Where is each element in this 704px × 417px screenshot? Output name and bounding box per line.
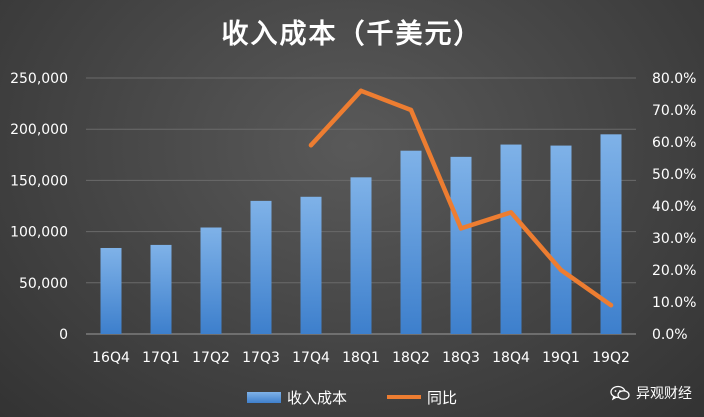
- right-axis-tick-label: 20.0%: [652, 263, 696, 279]
- x-axis-tick-label: 17Q3: [242, 350, 280, 366]
- right-axis-tick-label: 60.0%: [652, 135, 696, 151]
- right-axis-tick-label: 70.0%: [652, 103, 696, 119]
- left-axis-tick-label: 250,000: [10, 71, 68, 87]
- line-point: [358, 88, 364, 94]
- x-axis-tick-label: 19Q2: [592, 350, 630, 366]
- right-axis-tick-label: 50.0%: [652, 167, 696, 183]
- bar: [100, 247, 122, 334]
- legend-label-line: 同比: [427, 388, 458, 407]
- chart-legend: 收入成本 同比: [0, 385, 704, 409]
- left-axis-tick-label: 0: [59, 327, 68, 343]
- bar: [550, 145, 572, 334]
- legend-swatch-line: [387, 395, 421, 399]
- bar: [400, 150, 422, 334]
- legend-item-line[interactable]: 同比: [387, 387, 457, 408]
- bar: [200, 227, 222, 334]
- bar: [450, 156, 472, 334]
- x-axis-tick-label: 17Q4: [292, 350, 330, 366]
- line-point: [408, 107, 414, 113]
- x-axis-tick-label: 17Q1: [142, 350, 180, 366]
- x-axis-tick-label: 16Q4: [92, 350, 130, 366]
- line-point: [308, 143, 314, 148]
- right-axis-tick-label: 80.0%: [652, 71, 696, 87]
- x-axis-tick-label: 17Q2: [192, 350, 230, 366]
- left-axis-tick-label: 100,000: [10, 225, 68, 241]
- bar: [150, 244, 172, 334]
- bar: [300, 196, 322, 334]
- legend-label-bar: 收入成本: [286, 388, 347, 407]
- bar: [500, 144, 522, 334]
- bar: [250, 200, 272, 334]
- right-axis-tick-label: 30.0%: [652, 231, 696, 247]
- legend-swatch-bar: [246, 391, 281, 403]
- watermark-text: 异观财经: [636, 386, 692, 402]
- watermark: 异观财经: [610, 383, 692, 403]
- line-point: [558, 267, 564, 273]
- line-point: [458, 226, 464, 231]
- left-axis-tick-label: 50,000: [19, 276, 68, 292]
- wechat-icon: [610, 385, 630, 401]
- line-point: [608, 303, 614, 308]
- left-axis-tick-label: 150,000: [10, 173, 68, 189]
- bar: [600, 134, 622, 334]
- line-point: [508, 210, 514, 215]
- right-axis-tick-label: 10.0%: [652, 295, 696, 311]
- x-axis-tick-label: 19Q1: [542, 350, 580, 366]
- right-axis-tick-label: 40.0%: [652, 199, 696, 215]
- x-axis-tick-label: 18Q3: [442, 350, 480, 366]
- x-axis-tick-label: 18Q1: [342, 350, 380, 366]
- legend-item-bar[interactable]: 收入成本: [246, 387, 347, 408]
- bar: [350, 177, 372, 334]
- left-axis-tick-label: 200,000: [10, 122, 68, 138]
- x-axis-tick-label: 18Q4: [492, 350, 530, 366]
- x-axis-tick-label: 18Q2: [392, 350, 430, 366]
- chart-title: 收入成本（千美元）: [221, 19, 483, 50]
- right-axis-tick-label: 0.0%: [652, 327, 688, 343]
